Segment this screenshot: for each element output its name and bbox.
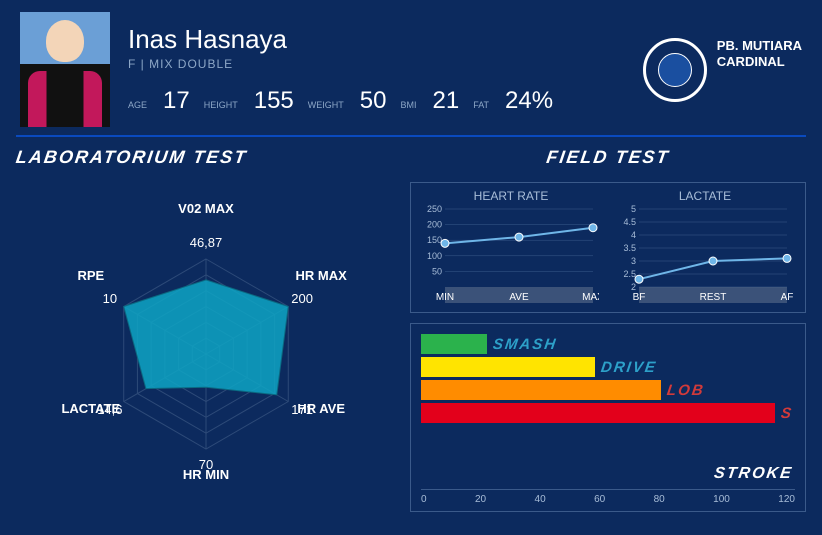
stroke-bar-row: DRIVE — [421, 357, 795, 377]
lab-test-panel: LABORATORIUM TEST V02 MAX46,87HR MAX200H… — [16, 147, 396, 512]
stroke-x-tick: 80 — [654, 494, 665, 505]
lactate-chart: LACTATE 2 2.5 3 3.5 4 4.5 5 BF REST AF — [613, 189, 797, 310]
institute-logo-icon — [643, 38, 707, 102]
radar-axis-value: 14,6 — [75, 402, 145, 417]
svg-text:100: 100 — [427, 251, 442, 261]
stroke-x-tick: 40 — [535, 494, 546, 505]
player-info: Inas Hasnaya F | MIX DOUBLE AGE 17 HEIGHT 1… — [128, 24, 625, 115]
radar-axis-value: 171 — [267, 402, 337, 417]
stroke-bar-label: LOB — [666, 382, 706, 399]
heart-rate-chart: HEART RATE 50 100 150 200 250 MIN AVE MAX — [419, 189, 603, 310]
heart-rate-title: HEART RATE — [419, 189, 603, 203]
svg-text:4: 4 — [631, 230, 636, 240]
svg-text:5: 5 — [631, 205, 636, 214]
stroke-bar-row: LOB — [421, 380, 795, 400]
svg-text:200: 200 — [427, 220, 442, 230]
radar-axis-label: V02 MAX — [171, 201, 241, 216]
svg-text:MIN: MIN — [436, 292, 454, 303]
stat-label: AGE — [128, 100, 147, 110]
stat-label: HEIGHT — [204, 100, 238, 110]
svg-text:3: 3 — [631, 256, 636, 266]
header: Inas Hasnaya F | MIX DOUBLE AGE 17 HEIGHT 1… — [0, 0, 822, 135]
stroke-x-tick: 20 — [475, 494, 486, 505]
club-line2: CARDINAL — [717, 54, 785, 69]
stroke-bar-label: DRIVE — [600, 359, 658, 376]
stat-value: 50 — [360, 87, 387, 115]
field-test-charts: HEART RATE 50 100 150 200 250 MIN AVE MAX LACTA… — [410, 182, 806, 313]
stroke-title: STROKE — [713, 465, 794, 483]
stat-value: 17 — [163, 87, 190, 115]
svg-text:250: 250 — [427, 205, 442, 214]
svg-text:50: 50 — [432, 266, 442, 276]
svg-text:3.5: 3.5 — [623, 243, 636, 253]
radar-axis-label: RPE — [56, 268, 126, 283]
stroke-bar — [421, 380, 661, 400]
stat-label: WEIGHT — [308, 100, 344, 110]
player-name: Inas Hasnaya — [128, 24, 625, 55]
svg-text:AVE: AVE — [509, 292, 529, 303]
club-name: PB. MUTIARA CARDINAL — [717, 38, 802, 72]
svg-text:BF: BF — [633, 292, 646, 303]
stroke-bar-row: S — [421, 403, 795, 423]
field-test-title: FIELD TEST — [409, 147, 808, 168]
stroke-bar — [421, 357, 595, 377]
svg-text:MAX: MAX — [582, 292, 599, 303]
stroke-bar — [421, 403, 775, 423]
stroke-bar-label: S — [780, 405, 794, 422]
stroke-bar — [421, 334, 487, 354]
field-test-column: FIELD TEST HEART RATE 50100150200250MINA… — [410, 147, 806, 512]
stroke-x-tick: 0 — [421, 494, 427, 505]
stat-value: 155 — [254, 87, 294, 115]
radar-axis-value: 46,87 — [171, 235, 241, 250]
svg-text:2.5: 2.5 — [623, 269, 636, 279]
stroke-bar-row: SMASH — [421, 334, 795, 354]
svg-text:2: 2 — [631, 282, 636, 292]
radar-axis-label: HR MAX — [286, 268, 356, 283]
svg-text:150: 150 — [427, 235, 442, 245]
lab-test-title: LABORATORIUM TEST — [15, 147, 398, 168]
stroke-x-axis: 0 20 40 60 80 100 120 — [421, 489, 795, 505]
svg-text:REST: REST — [700, 292, 727, 303]
stat-label: FAT — [473, 100, 489, 110]
stroke-x-tick: 100 — [713, 494, 730, 505]
stroke-bar-label: SMASH — [492, 336, 559, 353]
player-photo — [20, 12, 110, 127]
stroke-x-tick: 60 — [594, 494, 605, 505]
lactate-title: LACTATE — [613, 189, 797, 203]
player-stats-row: AGE 17 HEIGHT 155 WEIGHT 50 BMI 21 FAT 24% — [128, 87, 625, 115]
stat-label: BMI — [400, 100, 416, 110]
club-line1: PB. MUTIARA — [717, 38, 802, 53]
stroke-panel: SMASH DRIVE LOB S STROKE 0 20 40 60 80 100 120 — [410, 323, 806, 512]
player-sub: F | MIX DOUBLE — [128, 57, 625, 71]
radar-axis-value: 10 — [75, 291, 145, 306]
stat-value: 21 — [433, 87, 460, 115]
radar-axis-value: 70 — [171, 457, 241, 472]
svg-text:4.5: 4.5 — [623, 217, 636, 227]
main: LABORATORIUM TEST V02 MAX46,87HR MAX200H… — [0, 147, 822, 528]
header-divider — [16, 135, 806, 137]
svg-text:AF: AF — [781, 292, 793, 303]
stroke-x-tick: 120 — [778, 494, 795, 505]
stat-value: 24% — [505, 87, 553, 115]
radar-axis-value: 200 — [267, 291, 337, 306]
radar-chart: V02 MAX46,87HR MAX200HR AVE171HR MIN70LA… — [16, 172, 396, 512]
institute-block: PB. MUTIARA CARDINAL — [643, 38, 802, 102]
